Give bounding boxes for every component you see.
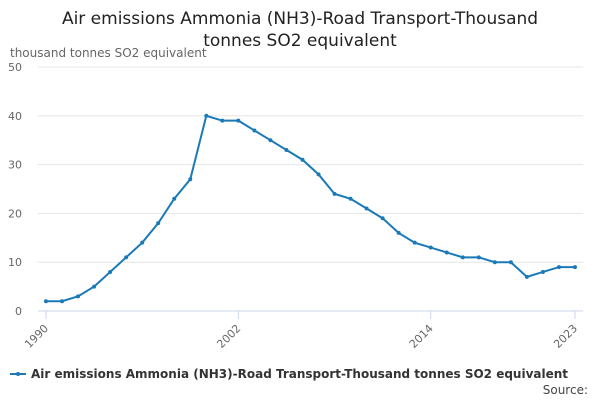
point xyxy=(140,240,145,245)
point xyxy=(476,255,481,260)
y-tick-label: 0 xyxy=(15,305,22,318)
point xyxy=(156,221,161,226)
point xyxy=(92,284,97,289)
point xyxy=(540,269,545,274)
chart-title: Air emissions Ammonia (NH3)-Road Transpo… xyxy=(61,9,539,51)
point xyxy=(396,230,401,235)
point xyxy=(428,245,433,250)
point xyxy=(444,250,449,255)
point xyxy=(188,177,193,182)
point xyxy=(524,274,529,279)
x-tick-label: 2014 xyxy=(407,322,436,351)
point xyxy=(364,206,369,211)
point xyxy=(108,269,113,274)
point xyxy=(556,265,561,270)
source: Source: xyxy=(543,383,588,397)
point xyxy=(460,255,465,260)
point xyxy=(300,157,305,162)
y-tick-label: 20 xyxy=(8,207,22,220)
y-tick-label: 10 xyxy=(8,256,22,269)
x-tick-label: 2002 xyxy=(214,322,243,351)
point xyxy=(252,128,257,133)
point xyxy=(268,138,273,143)
line xyxy=(46,114,575,303)
y-tick-label: 40 xyxy=(8,110,22,123)
point xyxy=(380,216,385,221)
x-tick-label: 2023 xyxy=(551,322,580,351)
y-axis-label: thousand tonnes SO2 equivalent xyxy=(10,46,207,60)
point xyxy=(284,147,289,152)
point xyxy=(316,172,321,177)
point xyxy=(412,240,417,245)
point xyxy=(44,299,48,304)
point xyxy=(76,294,81,299)
y-tick-label: 50 xyxy=(8,61,22,74)
point xyxy=(60,299,65,304)
point xyxy=(508,260,513,265)
legend-label: Air emissions Ammonia (NH3)-Road Transpo… xyxy=(31,367,568,381)
point xyxy=(332,191,337,196)
point xyxy=(492,260,497,265)
point xyxy=(573,265,577,270)
y-tick-label: 30 xyxy=(8,159,22,172)
point xyxy=(220,118,225,123)
legend-marker xyxy=(16,372,20,376)
point xyxy=(204,113,209,118)
point xyxy=(172,196,177,201)
point xyxy=(124,255,129,260)
point xyxy=(236,118,241,123)
x-tick-label: 1990 xyxy=(22,322,51,351)
point xyxy=(348,196,353,201)
